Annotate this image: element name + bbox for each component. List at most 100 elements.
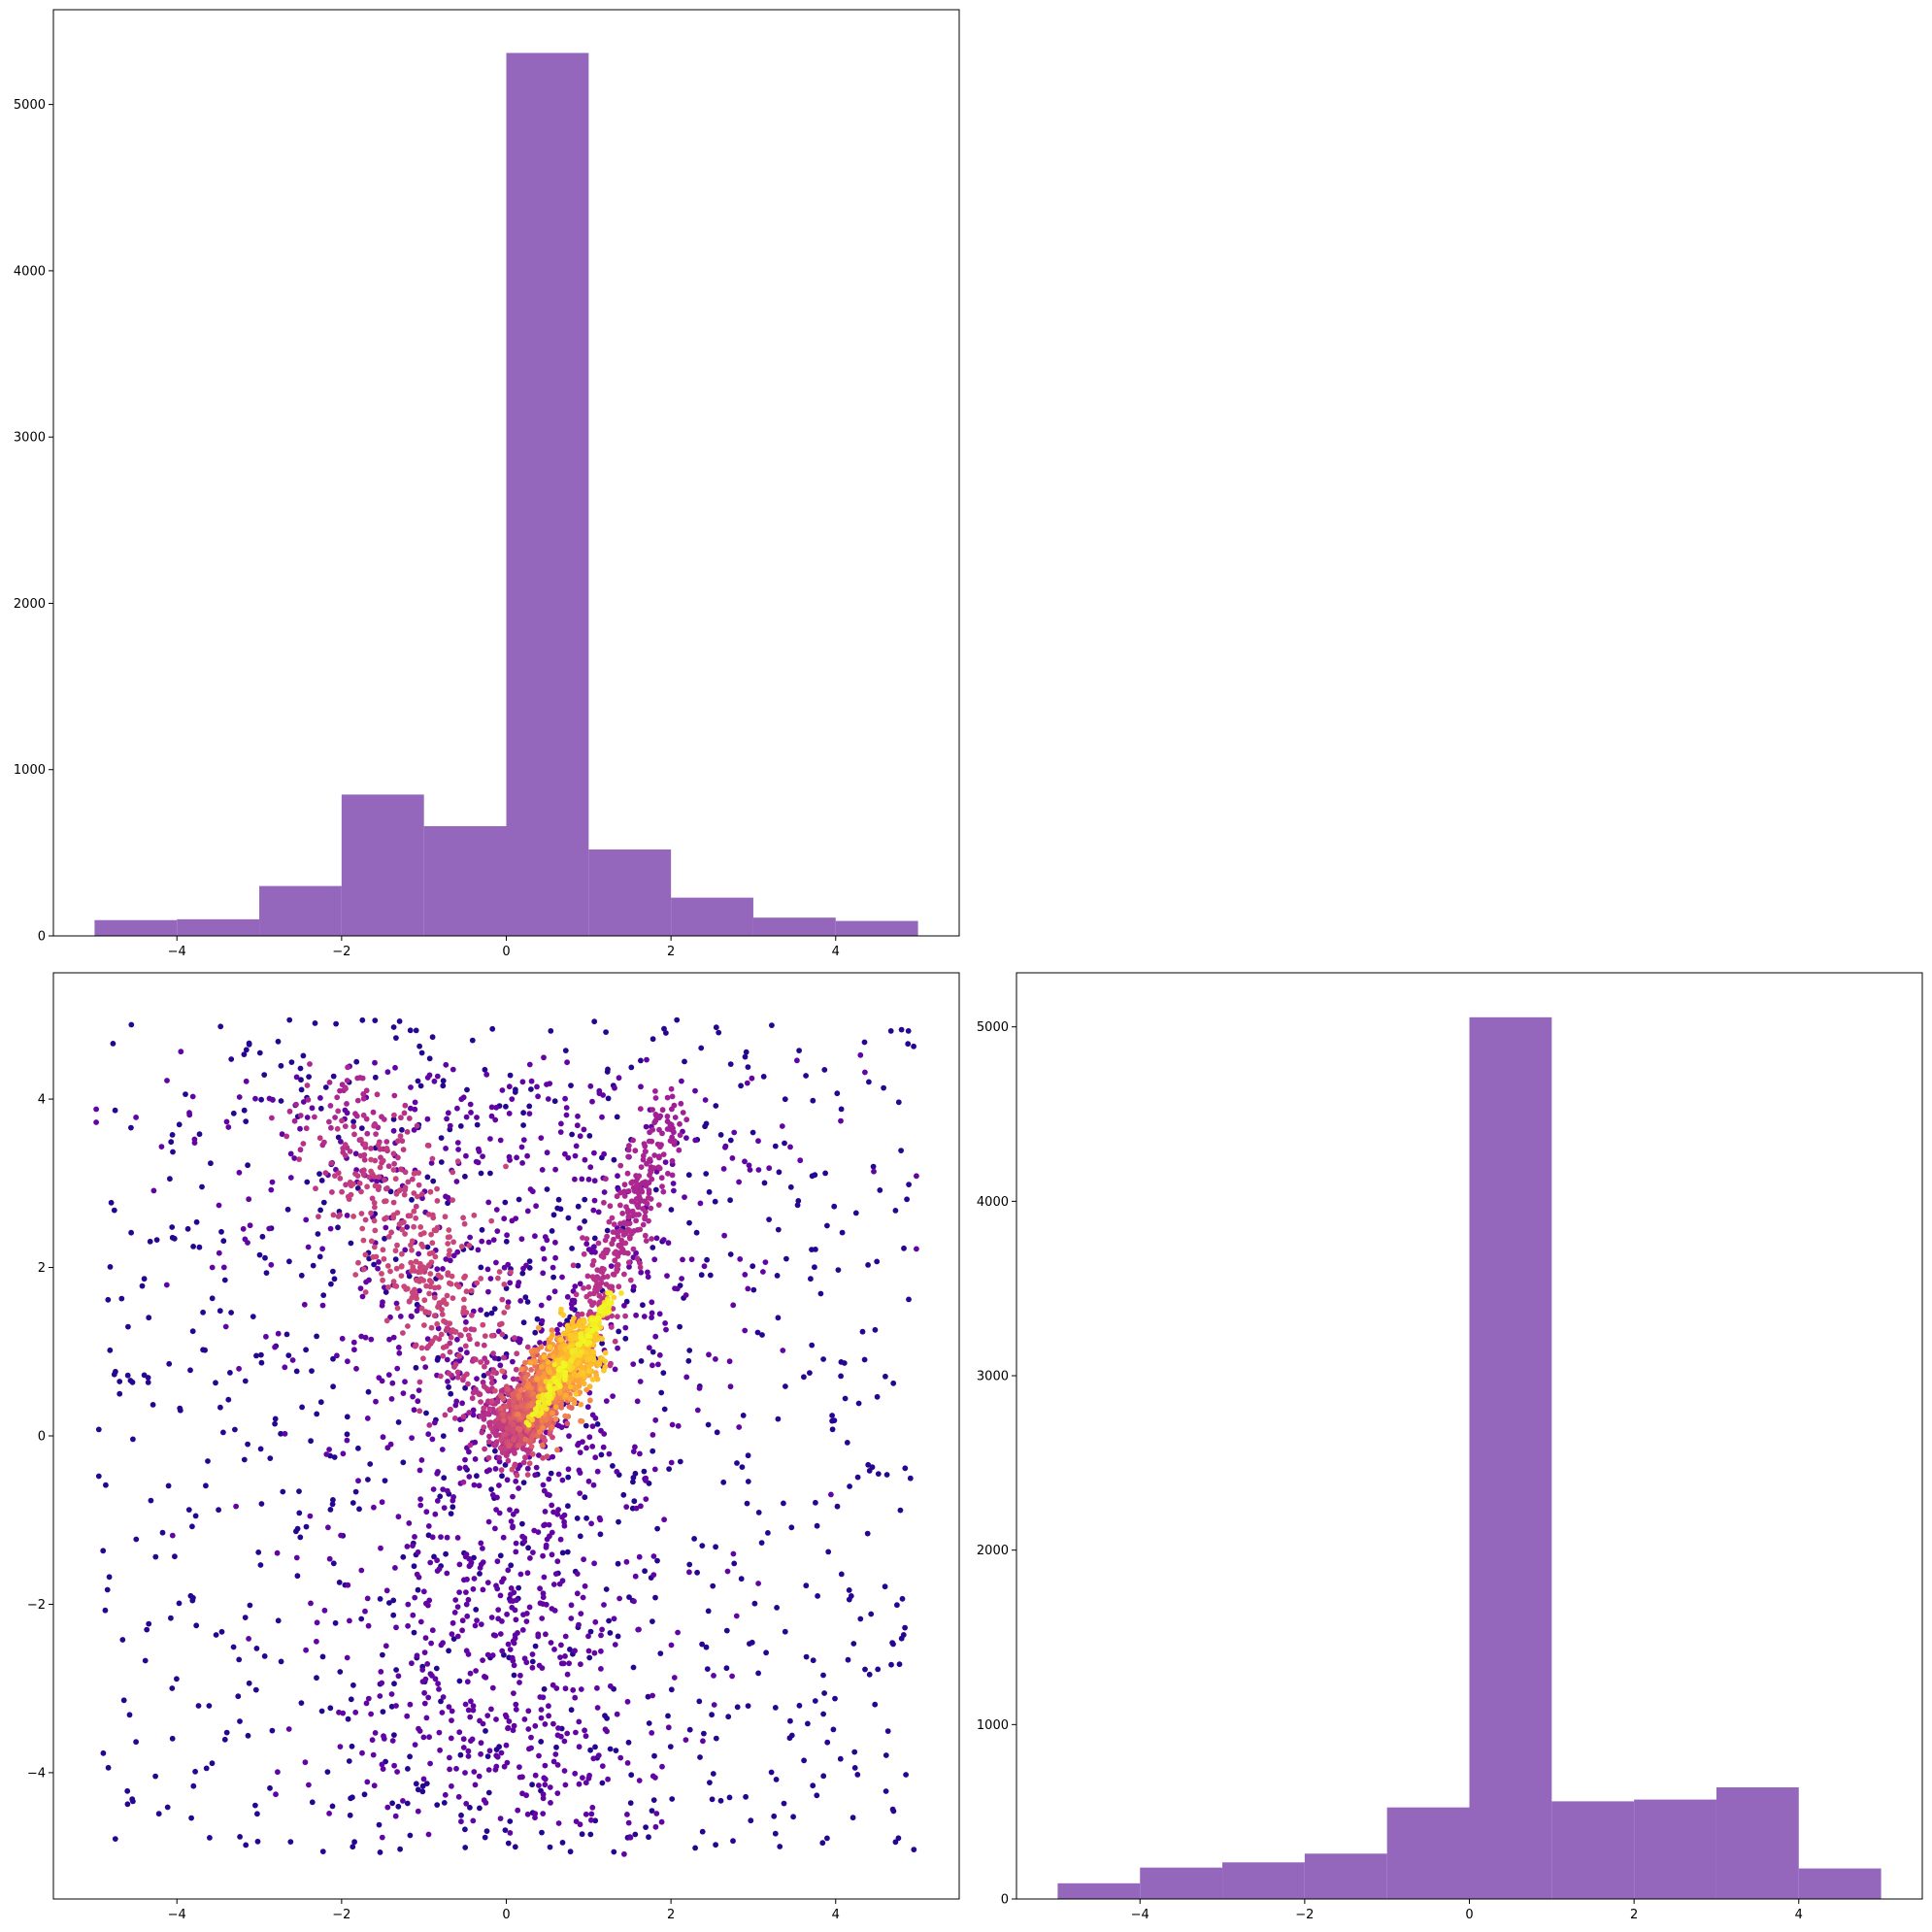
scatter-point (693, 1229, 700, 1236)
scatter-point (652, 1112, 659, 1117)
scatter-point (556, 1321, 563, 1328)
scatter-point (544, 1453, 550, 1459)
scatter-point (552, 1254, 558, 1261)
scatter-point (589, 1327, 596, 1334)
scatter-point (454, 1374, 461, 1381)
scatter-point (650, 1107, 655, 1113)
scatter-point (278, 1062, 284, 1069)
scatter-point (370, 1751, 377, 1758)
scatter-point (470, 1707, 477, 1714)
scatter-point (755, 1670, 761, 1677)
scatter-point (481, 1424, 487, 1430)
scatter-point (696, 1698, 703, 1705)
scatter-point (514, 1472, 520, 1479)
scatter-point (382, 1284, 387, 1290)
scatter-point (575, 1359, 582, 1366)
scatter-point (637, 1450, 643, 1457)
scatter-point (449, 1708, 455, 1715)
scatter-point (332, 1115, 338, 1120)
scatter-point (343, 1182, 349, 1188)
scatter-point (362, 1141, 369, 1148)
scatter-point (652, 1088, 658, 1094)
scatter-point (411, 1407, 417, 1414)
scatter-point (497, 1631, 504, 1637)
scatter-point (128, 1124, 134, 1131)
scatter-point (580, 1370, 586, 1376)
scatter-point (730, 1302, 737, 1309)
scatter-point (189, 1328, 196, 1335)
scatter-point (450, 1066, 456, 1073)
scatter-point (810, 1657, 816, 1664)
scatter-point (475, 1159, 482, 1166)
scatter-point (576, 1621, 582, 1628)
scatter-point (496, 1510, 503, 1516)
scatter-point (781, 1500, 786, 1507)
scatter-point (854, 1772, 861, 1778)
scatter-point (291, 1155, 298, 1161)
scatter-point (482, 1066, 488, 1073)
scatter-point (416, 1574, 422, 1581)
scatter-point (524, 1152, 530, 1159)
scatter-point (467, 1442, 474, 1449)
scatter-point (505, 1386, 511, 1392)
scatter-point (429, 1034, 436, 1041)
scatter-point (474, 1376, 480, 1382)
scatter-point (699, 1543, 706, 1549)
scatter-point (591, 1560, 597, 1567)
scatter-point (473, 1607, 480, 1613)
scatter-point (242, 1236, 249, 1243)
scatter-point (392, 1176, 399, 1183)
scatter-point (419, 1244, 426, 1249)
x-tick-label: 4 (832, 945, 840, 959)
scatter-point (296, 1156, 302, 1162)
scatter-point (769, 1022, 775, 1028)
scatter-point (683, 1292, 689, 1298)
scatter-point (624, 1698, 631, 1705)
scatter-point (535, 1324, 542, 1331)
scatter-point (445, 1379, 450, 1384)
scatter-point (596, 1299, 603, 1306)
scatter-point (393, 1300, 400, 1307)
scatter-point (504, 1477, 511, 1483)
scatter-point (513, 1549, 519, 1555)
scatter-point (427, 1188, 434, 1195)
scatter-point (549, 1502, 555, 1509)
scatter-point (734, 1704, 741, 1711)
scatter-point (706, 1188, 713, 1195)
scatter-point (611, 1156, 617, 1163)
scatter-point (888, 1661, 894, 1668)
scatter-point (577, 1341, 583, 1348)
scatter-point (606, 1218, 613, 1225)
scatter-point (413, 1203, 419, 1210)
scatter-point (561, 1768, 568, 1774)
scatter-point (485, 1439, 492, 1445)
scatter-point (890, 1380, 897, 1386)
scatter-point (701, 1263, 708, 1270)
scatter-point (361, 1156, 368, 1163)
scatter-point (577, 1533, 583, 1540)
scatter-point (542, 1521, 549, 1528)
scatter-point (360, 1091, 367, 1097)
scatter-point (287, 1150, 294, 1157)
scatter-point (150, 1187, 157, 1194)
scatter-point (186, 1112, 193, 1118)
scatter-point (726, 1358, 733, 1365)
scatter-point (654, 1557, 660, 1564)
scatter-point (383, 1224, 389, 1231)
scatter-point (699, 1828, 706, 1835)
scatter-point (383, 1198, 389, 1204)
scatter-point (396, 1221, 403, 1227)
scatter-point (406, 1116, 413, 1121)
scatter-point (675, 1422, 682, 1429)
scatter-point (573, 1818, 580, 1824)
scatter-point (416, 1182, 422, 1188)
scatter-point (487, 1136, 493, 1142)
scatter-point (532, 1772, 539, 1779)
scatter-point (457, 1347, 464, 1352)
scatter-point (345, 1358, 350, 1365)
scatter-point (583, 1811, 589, 1817)
scatter-point (582, 1727, 587, 1734)
scatter-point (669, 1421, 676, 1428)
scatter-point (758, 1540, 765, 1546)
scatter-point (500, 1417, 507, 1423)
